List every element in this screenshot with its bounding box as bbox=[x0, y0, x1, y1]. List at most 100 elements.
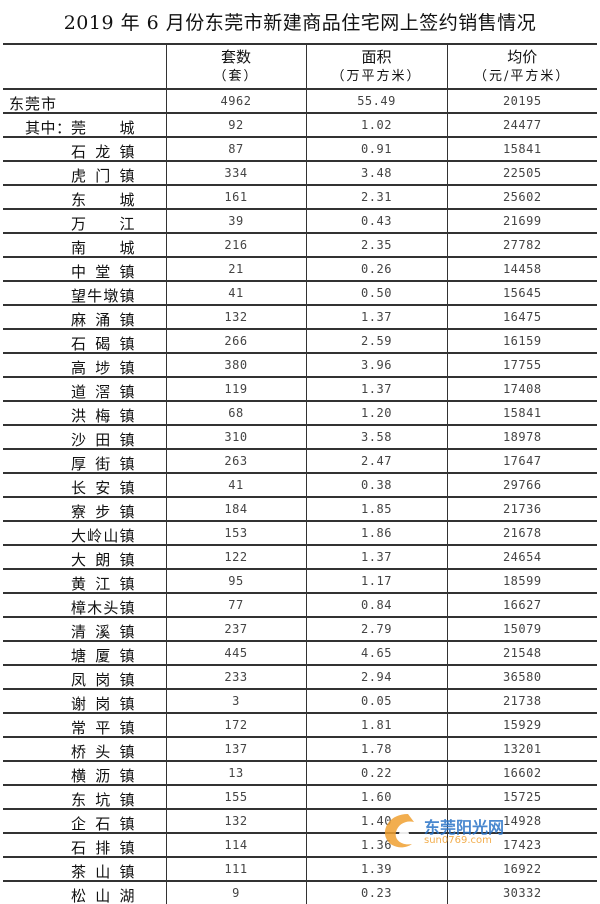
region-name: 石碣镇 bbox=[71, 335, 135, 353]
units-cell: 184 bbox=[165, 496, 306, 522]
price-cell: 14928 bbox=[446, 808, 597, 834]
region-name: 东城 bbox=[71, 191, 135, 209]
area-cell: 1.78 bbox=[305, 736, 447, 762]
units-cell: 21 bbox=[165, 256, 306, 282]
document-title: 2019 年 6 月份东莞市新建商品住宅网上签约销售情况 bbox=[63, 12, 537, 34]
price-cell: 24477 bbox=[446, 112, 597, 138]
units-cell: 9 bbox=[165, 880, 306, 904]
region-name: 塘厦镇 bbox=[71, 647, 135, 665]
area-cell: 0.84 bbox=[305, 592, 447, 618]
units-cell: 155 bbox=[165, 784, 306, 810]
header-unit: （元/平方米） bbox=[474, 68, 571, 84]
region-cell: 万江 bbox=[3, 208, 166, 234]
region-cell: 东莞市 bbox=[3, 88, 166, 114]
region-name: 南城 bbox=[71, 239, 135, 257]
area-cell: 4.65 bbox=[305, 640, 447, 666]
area-cell: 1.02 bbox=[305, 112, 447, 138]
header-label: 面积 bbox=[361, 47, 392, 66]
region-cell: 松山湖 bbox=[3, 880, 166, 904]
region-cell: 南城 bbox=[3, 232, 166, 258]
price-cell: 22505 bbox=[446, 160, 597, 186]
area-cell: 0.91 bbox=[305, 136, 447, 162]
region-cell: 厚街镇 bbox=[3, 448, 166, 474]
region-name: 大朗镇 bbox=[71, 551, 135, 569]
header-label: 均价 bbox=[507, 47, 538, 66]
table-row: 麻涌镇 132 1.37 16475 bbox=[3, 304, 597, 330]
table-row: 石排镇 114 1.36 17423 bbox=[3, 832, 597, 858]
area-cell: 1.81 bbox=[305, 712, 447, 738]
area-cell: 1.36 bbox=[305, 832, 447, 858]
region-name: 石龙镇 bbox=[71, 143, 135, 161]
region-cell: 大岭山镇 bbox=[3, 520, 166, 546]
table-row: 万江 39 0.43 21699 bbox=[3, 208, 597, 234]
header-blank bbox=[3, 43, 166, 90]
region-cell: 东城 bbox=[3, 184, 166, 210]
table-row: 虎门镇 334 3.48 22505 bbox=[3, 160, 597, 186]
area-cell: 0.05 bbox=[305, 688, 447, 714]
region-name: 企石镇 bbox=[71, 815, 135, 833]
region-name: 黄江镇 bbox=[71, 575, 135, 593]
table-row: 东城 161 2.31 25602 bbox=[3, 184, 597, 210]
area-cell: 1.37 bbox=[305, 376, 447, 402]
region-name: 常平镇 bbox=[71, 719, 135, 737]
region-cell: 麻涌镇 bbox=[3, 304, 166, 330]
region-name: 沙田镇 bbox=[71, 431, 135, 449]
region-cell: 谢岗镇 bbox=[3, 688, 166, 714]
units-cell: 41 bbox=[165, 280, 306, 306]
table-row: 清溪镇 237 2.79 15079 bbox=[3, 616, 597, 642]
region-cell: 清溪镇 bbox=[3, 616, 166, 642]
region-cell: 凤岗镇 bbox=[3, 664, 166, 690]
units-cell: 137 bbox=[165, 736, 306, 762]
units-cell: 334 bbox=[165, 160, 306, 186]
region-cell: 樟木头镇 bbox=[3, 592, 166, 618]
area-cell: 2.47 bbox=[305, 448, 447, 474]
price-cell: 30332 bbox=[446, 880, 597, 904]
price-cell: 27782 bbox=[446, 232, 597, 258]
region-cell: 寮步镇 bbox=[3, 496, 166, 522]
region-name: 石排镇 bbox=[71, 839, 135, 857]
region-name: 樟木头镇 bbox=[71, 599, 135, 617]
table-row: 南城 216 2.35 27782 bbox=[3, 232, 597, 258]
units-cell: 3 bbox=[165, 688, 306, 714]
table-row: 大朗镇 122 1.37 24654 bbox=[3, 544, 597, 570]
region-name: 谢岗镇 bbox=[71, 695, 135, 713]
price-cell: 16602 bbox=[446, 760, 597, 786]
table-row: 桥头镇 137 1.78 13201 bbox=[3, 736, 597, 762]
price-cell: 16159 bbox=[446, 328, 597, 354]
area-cell: 1.40 bbox=[305, 808, 447, 834]
table-row: 樟木头镇 77 0.84 16627 bbox=[3, 592, 597, 618]
region-name: 虎门镇 bbox=[71, 167, 135, 185]
region-cell: 企石镇 bbox=[3, 808, 166, 834]
header-label: 套数 bbox=[220, 47, 251, 66]
price-cell: 15079 bbox=[446, 616, 597, 642]
area-cell: 1.17 bbox=[305, 568, 447, 594]
price-cell: 15929 bbox=[446, 712, 597, 738]
area-cell: 2.94 bbox=[305, 664, 447, 690]
area-cell: 2.35 bbox=[305, 232, 447, 258]
region-name: 茶山镇 bbox=[71, 863, 135, 881]
table-row: 其中： 莞城 92 1.02 24477 bbox=[3, 112, 597, 138]
table-row: 企石镇 132 1.40 14928 bbox=[3, 808, 597, 834]
region-cell: 横沥镇 bbox=[3, 760, 166, 786]
table-row: 松山湖 9 0.23 30332 bbox=[3, 880, 597, 904]
price-cell: 36580 bbox=[446, 664, 597, 690]
area-cell: 0.26 bbox=[305, 256, 447, 282]
region-cell: 洪梅镇 bbox=[3, 400, 166, 426]
price-cell: 25602 bbox=[446, 184, 597, 210]
area-cell: 0.38 bbox=[305, 472, 447, 498]
units-cell: 172 bbox=[165, 712, 306, 738]
price-cell: 15841 bbox=[446, 136, 597, 162]
header-unit: （套） bbox=[213, 68, 259, 84]
table-row: 长安镇 41 0.38 29766 bbox=[3, 472, 597, 498]
header-price: 均价 （元/平方米） bbox=[446, 43, 597, 90]
units-cell: 119 bbox=[165, 376, 306, 402]
region-cell: 长安镇 bbox=[3, 472, 166, 498]
region-cell: 茶山镇 bbox=[3, 856, 166, 882]
units-cell: 380 bbox=[165, 352, 306, 378]
table-row: 东莞市 4962 55.49 20195 bbox=[3, 88, 597, 114]
region-cell: 中堂镇 bbox=[3, 256, 166, 282]
price-cell: 16475 bbox=[446, 304, 597, 330]
table-row: 凤岗镇 233 2.94 36580 bbox=[3, 664, 597, 690]
region-cell: 常平镇 bbox=[3, 712, 166, 738]
